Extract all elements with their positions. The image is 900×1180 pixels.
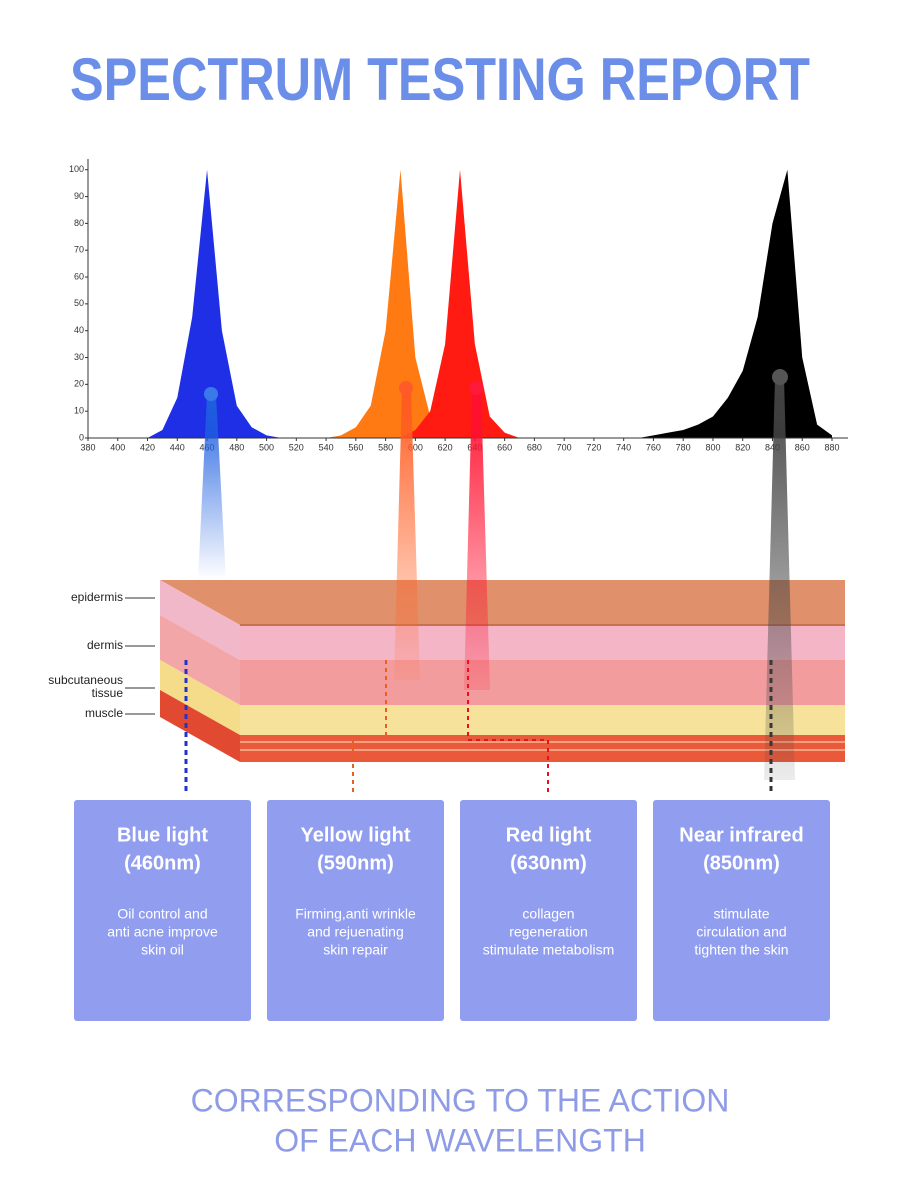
card-text: anti acne improve [107,924,218,940]
x-tick-label: 500 [259,442,274,452]
y-tick-label: 0 [79,432,84,442]
y-tick-label: 100 [69,164,84,174]
x-tick-label: 880 [824,442,839,452]
x-tick-label: 760 [646,442,661,452]
card [74,800,251,1021]
card-text: and rejuenating [307,924,404,940]
card-text: stimulate [713,906,769,922]
card-subtitle: (630nm) [510,852,587,874]
card-text: tighten the skin [694,942,788,958]
x-tick-label: 780 [676,442,691,452]
card-text: skin repair [323,942,388,958]
x-tick-label: 380 [80,442,95,452]
light-beams [198,369,795,780]
y-tick-label: 40 [74,325,84,335]
card-text: Oil control and [117,906,207,922]
page-title: SPECTRUM TESTING REPORT [70,46,810,113]
layer-label: subcutaneous [48,673,123,687]
x-tick-label: 740 [616,442,631,452]
y-tick-label: 50 [74,298,84,308]
y-tick-label: 20 [74,379,84,389]
x-tick-label: 600 [408,442,423,452]
layer-label: epidermis [71,590,123,604]
layer-label: muscle [85,706,123,720]
y-tick-label: 30 [74,352,84,362]
y-tick-label: 70 [74,245,84,255]
layer-labels: epidermis dermis subcutaneous tissue mus… [48,590,123,720]
card-text: stimulate metabolism [483,942,615,958]
card-title: Near infrared [679,824,804,846]
footer-line: CORRESPONDING TO THE ACTION [191,1082,730,1118]
x-tick-label: 400 [110,442,125,452]
card [460,800,637,1021]
x-tick-label: 620 [438,442,453,452]
x-tick-label: 540 [319,442,334,452]
card-text: Firming,anti wrinkle [295,906,416,922]
card [653,800,830,1021]
x-tick-label: 820 [735,442,750,452]
layer-label: tissue [92,686,124,700]
x-tick-label: 420 [140,442,155,452]
footer-line: OF EACH WAVELENGTH [274,1122,646,1158]
spectrum-area [88,169,832,438]
card-subtitle: (460nm) [124,852,201,874]
card-title: Yellow light [300,824,410,846]
x-tick-label: 560 [348,442,363,452]
x-tick-label: 720 [586,442,601,452]
skin-illustration [125,580,845,795]
cards: Blue light (460nm) Oil control and anti acn… [74,800,830,1021]
card-text: collagen [522,906,574,922]
layer-label: dermis [87,638,123,652]
x-tick-label: 860 [795,442,810,452]
x-tick-label: 660 [497,442,512,452]
x-tick-label: 700 [557,442,572,452]
card-title: Red light [506,824,592,846]
x-tick-label: 580 [378,442,393,452]
card-text: regeneration [509,924,588,940]
spectrum-area [88,169,832,438]
x-tick-label: 480 [229,442,244,452]
y-tick-label: 90 [74,191,84,201]
y-tick-label: 80 [74,218,84,228]
x-tick-label: 680 [527,442,542,452]
x-tick-label: 440 [170,442,185,452]
card-subtitle: (850nm) [703,852,780,874]
card-title: Blue light [117,824,208,846]
card [267,800,444,1021]
spectrum-chart: 3804004204404604805005205405605806006206… [69,159,848,452]
card-text: circulation and [696,924,786,940]
x-tick-label: 520 [289,442,304,452]
y-tick-label: 60 [74,271,84,281]
card-subtitle: (590nm) [317,852,394,874]
x-tick-label: 840 [765,442,780,452]
x-tick-label: 800 [705,442,720,452]
y-tick-label: 10 [74,406,84,416]
card-text: skin oil [141,942,184,958]
